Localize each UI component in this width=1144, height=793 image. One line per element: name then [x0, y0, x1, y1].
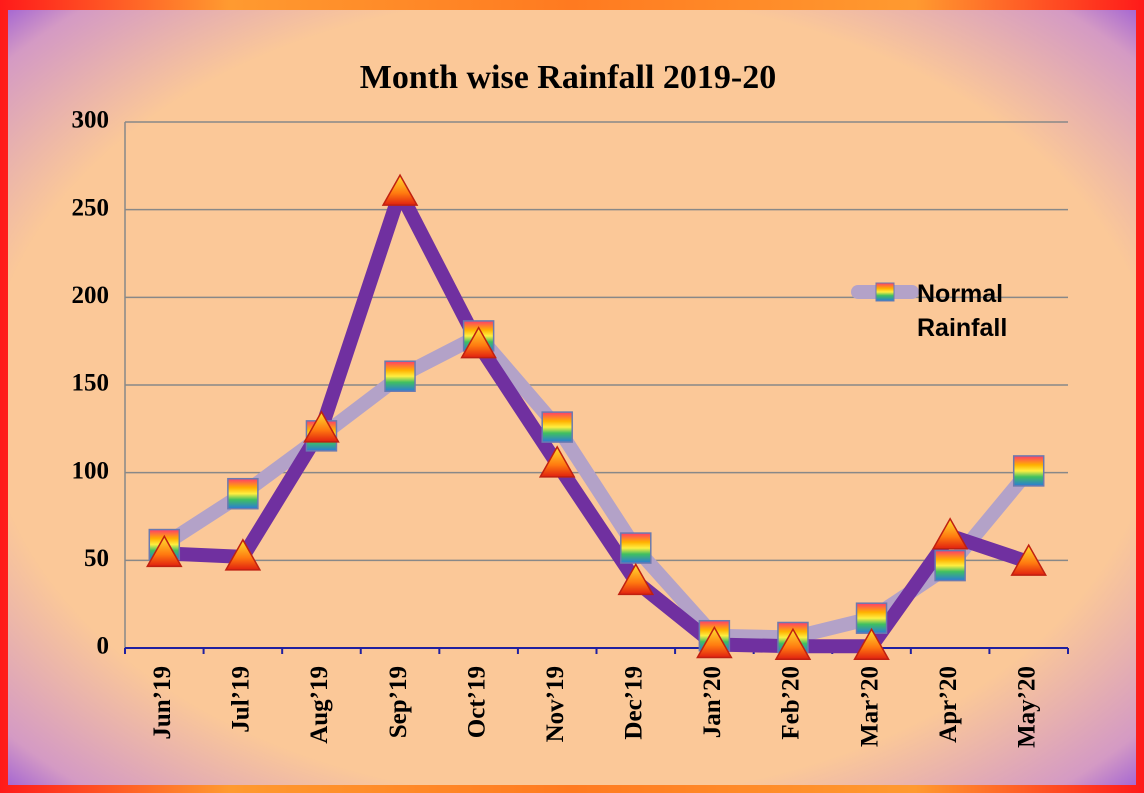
- x-tick-label: Jan’20: [699, 666, 726, 738]
- y-tick-label: 150: [72, 370, 110, 397]
- triangle-marker: [853, 627, 890, 660]
- x-tick-label: Oct’19: [463, 666, 490, 738]
- x-tick-label: Jul’19: [228, 666, 255, 733]
- x-tick-label: Aug’19: [306, 666, 333, 744]
- triangle-marker: [460, 326, 497, 359]
- y-tick-label: 300: [72, 107, 110, 134]
- x-tick-label: Dec’19: [621, 666, 648, 740]
- square-marker: [620, 532, 652, 564]
- square-marker: [384, 360, 416, 392]
- triangle-marker: [931, 517, 969, 550]
- y-tick-label: 0: [97, 633, 110, 660]
- x-tick-label: Jun’19: [149, 666, 176, 740]
- square-marker: [541, 411, 573, 443]
- triangle-marker: [303, 410, 340, 443]
- triangle-marker: [1010, 543, 1047, 576]
- x-tick-label: Mar’20: [856, 666, 883, 747]
- triangle-marker: [538, 445, 576, 478]
- x-tick-label: Nov’19: [542, 666, 569, 742]
- triangle-marker: [381, 173, 419, 206]
- y-tick-label: 250: [72, 194, 110, 221]
- triangle-marker: [696, 625, 733, 659]
- triangle-marker: [146, 534, 183, 568]
- triangle-marker: [774, 627, 812, 660]
- legend-label: Normal Rainfall: [917, 280, 1008, 342]
- background: [8, 10, 1136, 785]
- square-marker: [934, 549, 966, 582]
- y-tick-label: 100: [72, 457, 110, 484]
- x-tick-label: Feb’20: [778, 666, 805, 740]
- x-tick-label: Apr’20: [935, 666, 962, 743]
- chart-title: Month wise Rainfall 2019-20: [360, 59, 777, 96]
- triangle-marker: [224, 538, 262, 571]
- square-marker: [1012, 455, 1045, 487]
- y-tick-label: 200: [72, 282, 110, 309]
- y-tick-label: 50: [84, 545, 109, 572]
- legend-marker: [875, 282, 895, 302]
- x-tick-label: May’20: [1013, 666, 1040, 748]
- triangle-marker: [617, 562, 655, 596]
- square-marker: [227, 477, 259, 510]
- x-tick-label: Sep’19: [385, 666, 412, 738]
